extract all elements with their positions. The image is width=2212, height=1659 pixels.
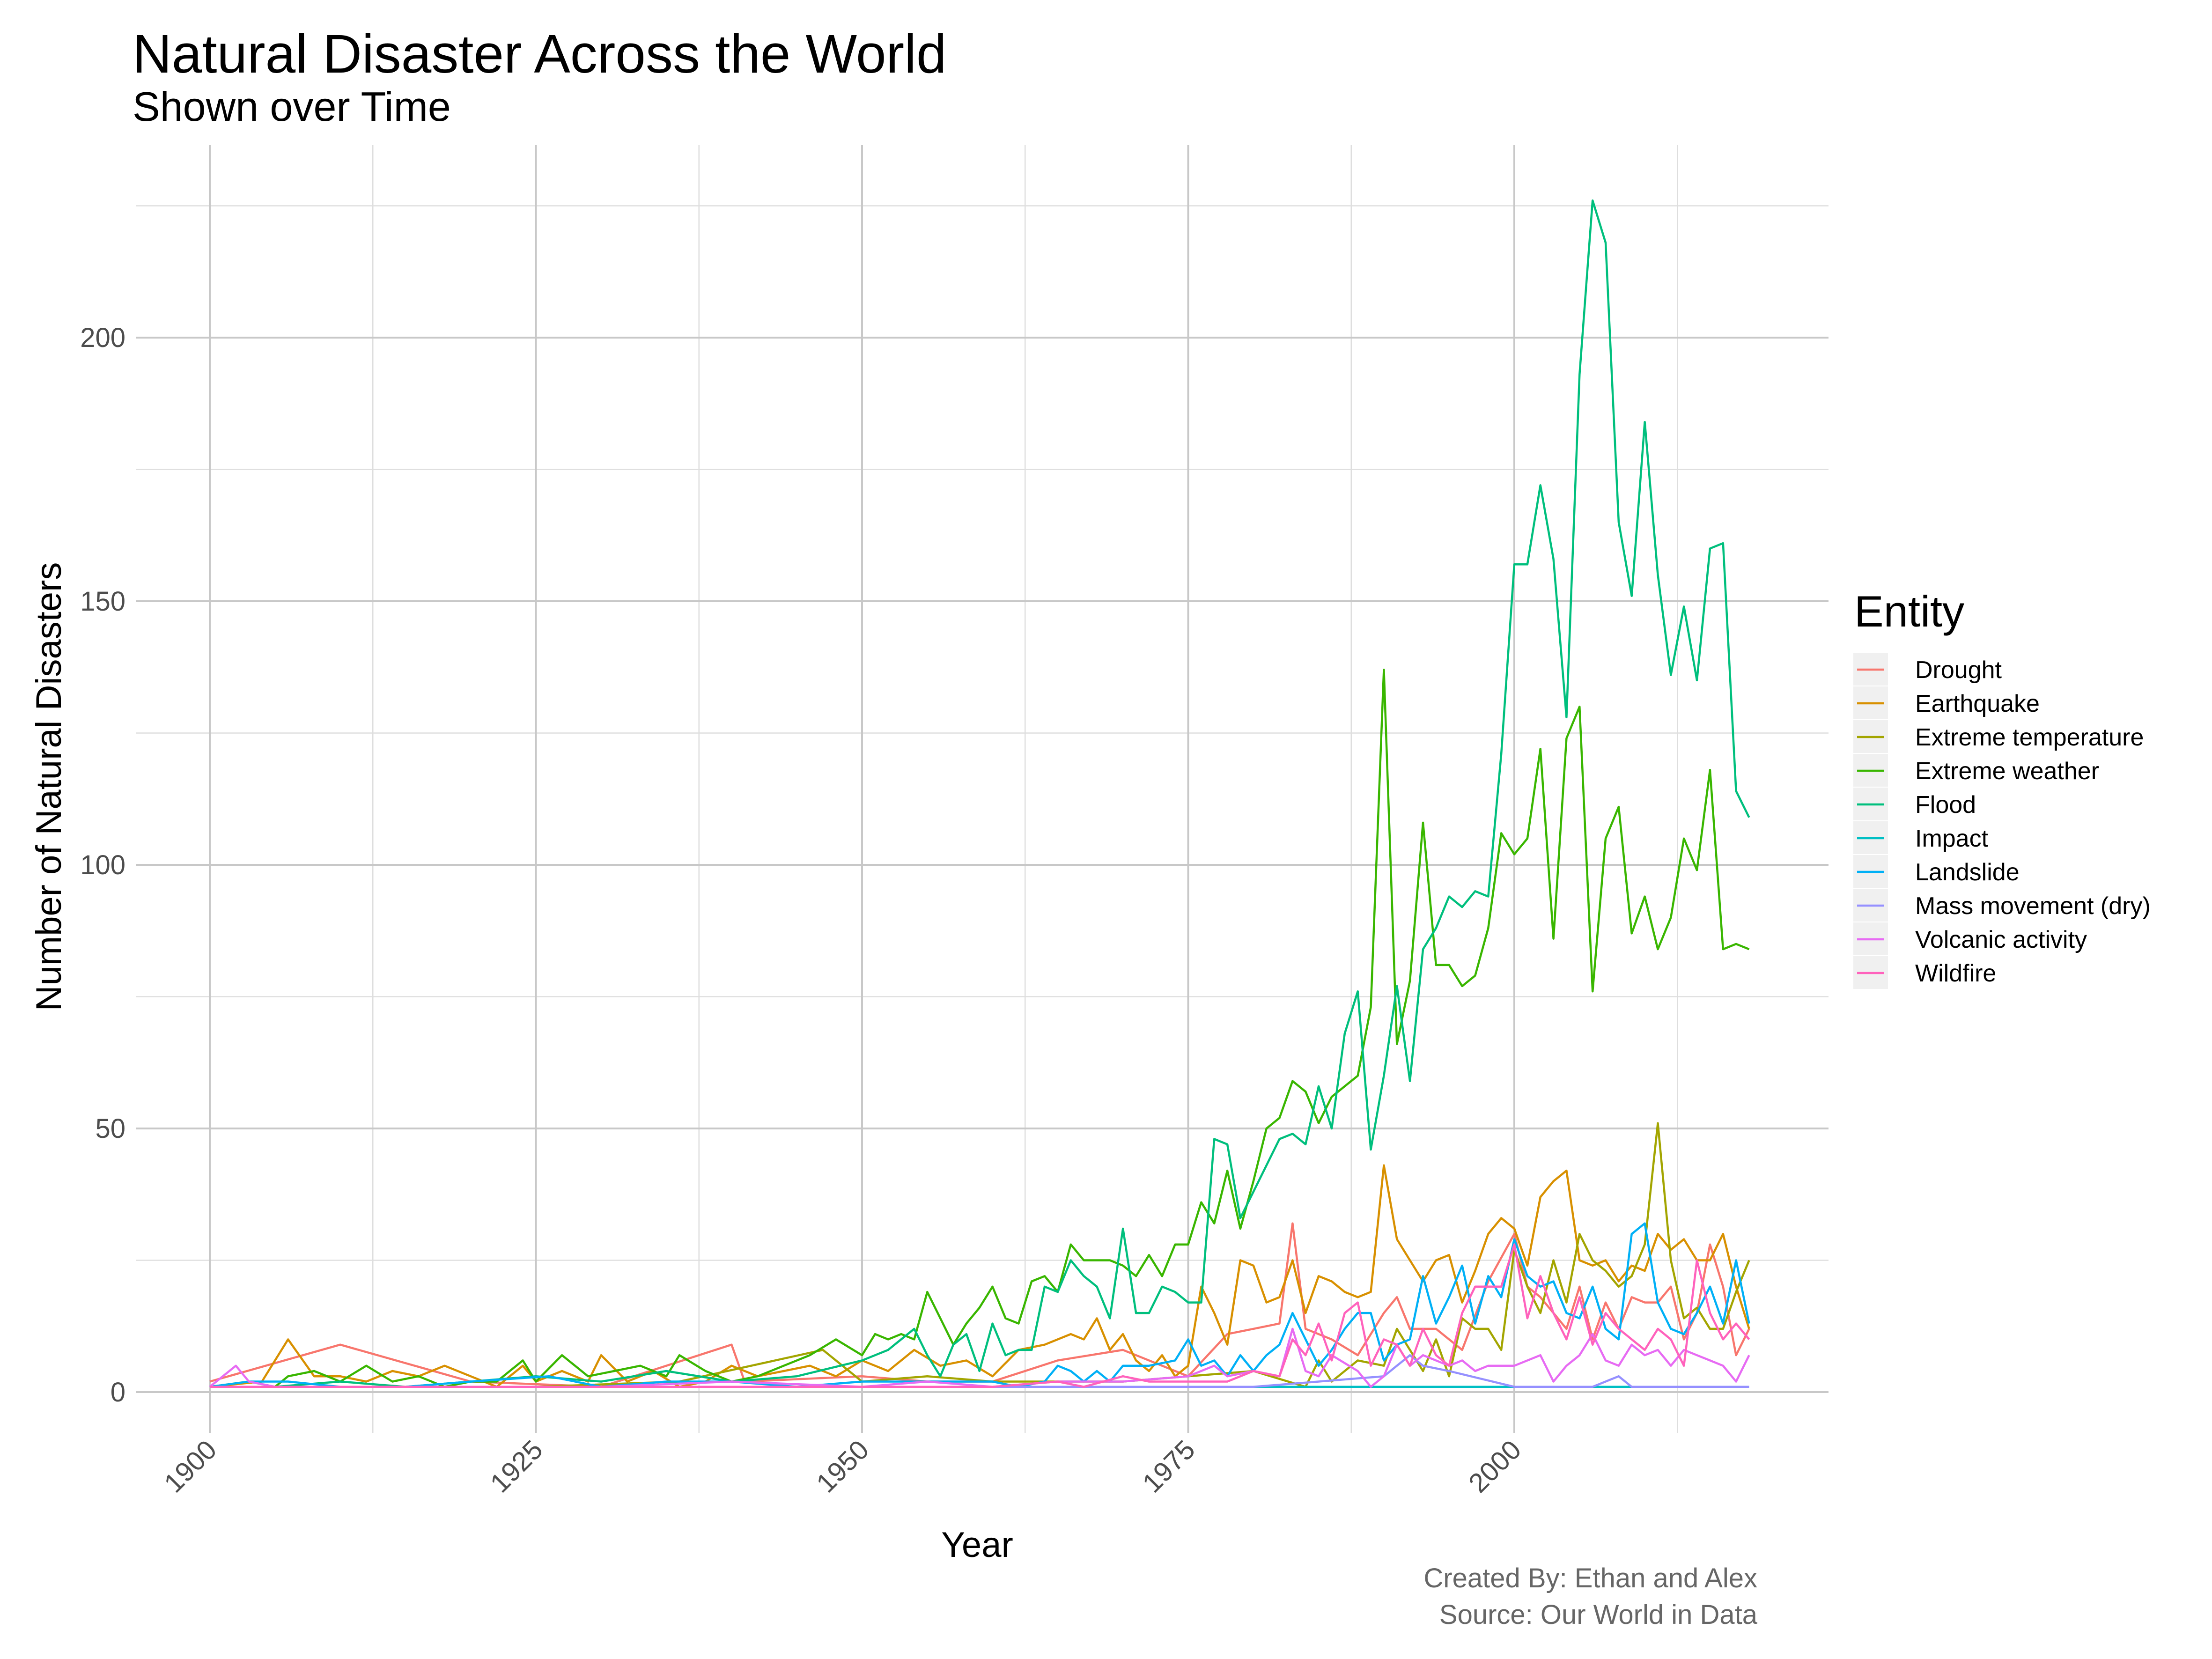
chart-title: Natural Disaster Across the World bbox=[133, 23, 946, 84]
legend-item-volcanic-activity: Volcanic activity bbox=[1853, 922, 2087, 955]
legend-item-drought: Drought bbox=[1853, 653, 2002, 686]
x-tick-label: 1900 bbox=[158, 1434, 222, 1498]
series-line-mass-movement-dry bbox=[210, 1354, 1749, 1388]
x-tick-label: 1925 bbox=[484, 1434, 548, 1498]
y-tick-label: 100 bbox=[80, 850, 125, 880]
legend-item-landslide: Landslide bbox=[1853, 855, 2020, 888]
chart-subtitle: Shown over Time bbox=[133, 83, 451, 130]
legend-label: Earthquake bbox=[1915, 690, 2040, 717]
legend-label: Flood bbox=[1915, 791, 1976, 818]
legend-item-flood: Flood bbox=[1853, 788, 1976, 820]
legend: Entity Drought Earthquake Extreme temperat… bbox=[1853, 587, 2151, 989]
legend-label: Extreme temperature bbox=[1915, 724, 2144, 751]
grid-lines bbox=[136, 145, 1829, 1433]
legend-item-extreme-temperature: Extreme temperature bbox=[1853, 720, 2144, 753]
legend-item-extreme-weather: Extreme weather bbox=[1853, 754, 2099, 787]
y-tick-label: 50 bbox=[95, 1113, 125, 1144]
y-tick-label: 150 bbox=[80, 586, 125, 617]
series-line-extreme-temperature bbox=[210, 1122, 1750, 1388]
series-line-flood bbox=[210, 199, 1750, 1388]
legend-label: Wildfire bbox=[1915, 960, 1996, 987]
legend-label: Volcanic activity bbox=[1915, 926, 2087, 953]
legend-label: Drought bbox=[1915, 656, 2002, 684]
legend-item-earthquake: Earthquake bbox=[1853, 686, 2040, 719]
caption-source: Source: Our World in Data bbox=[1439, 1600, 1758, 1630]
x-tick-label: 2000 bbox=[1463, 1434, 1527, 1498]
x-axis-ticks: 1900 1925 1950 1975 2000 bbox=[158, 1434, 1527, 1498]
y-axis-ticks: 0 50 100 150 200 bbox=[80, 323, 125, 1408]
y-tick-label: 0 bbox=[111, 1377, 125, 1408]
x-tick-label: 1975 bbox=[1136, 1434, 1201, 1498]
series-lines bbox=[209, 199, 1750, 1388]
legend-label: Mass movement (dry) bbox=[1915, 892, 2151, 920]
series-line-wildfire bbox=[210, 1243, 1750, 1388]
legend-label: Extreme weather bbox=[1915, 758, 2099, 785]
x-axis-title: Year bbox=[941, 1525, 1013, 1565]
legend-item-impact: Impact bbox=[1853, 821, 1989, 854]
y-axis-title: Number of Natural Disasters bbox=[29, 562, 69, 1011]
caption-credit: Created By: Ethan and Alex bbox=[1423, 1563, 1757, 1593]
legend-label: Impact bbox=[1915, 825, 1989, 852]
y-tick-label: 200 bbox=[80, 323, 125, 353]
legend-item-wildfire: Wildfire bbox=[1853, 956, 1996, 989]
series-line-landslide bbox=[209, 1222, 1750, 1388]
series-line-earthquake bbox=[209, 1164, 1750, 1388]
x-tick-label: 1950 bbox=[811, 1434, 875, 1498]
legend-item-mass-movement-dry: Mass movement (dry) bbox=[1853, 889, 2151, 922]
legend-title: Entity bbox=[1854, 587, 1964, 636]
legend-label: Landslide bbox=[1915, 859, 2020, 886]
series-line-extreme-weather bbox=[209, 669, 1750, 1388]
series-line-volcanic-activity bbox=[209, 1327, 1750, 1388]
